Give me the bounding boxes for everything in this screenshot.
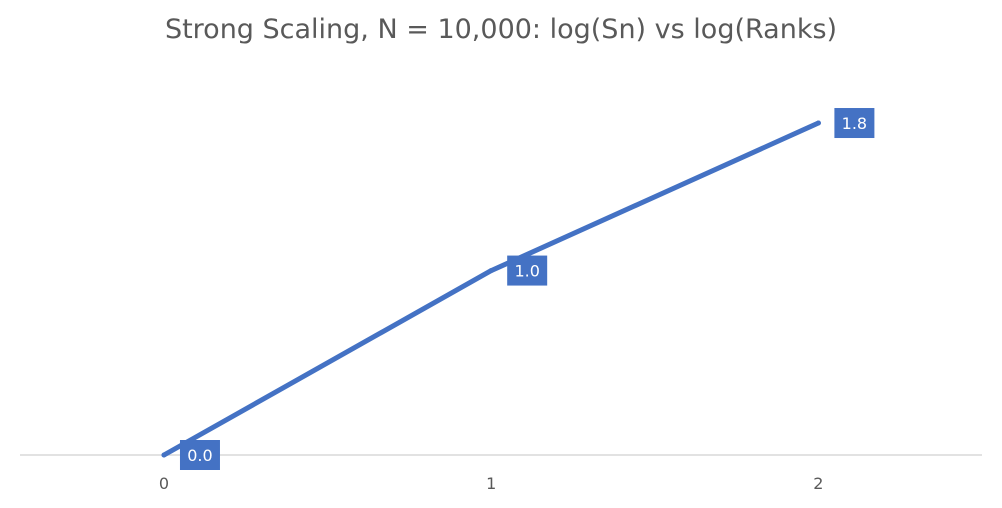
x-tick-label: 0 — [159, 474, 169, 493]
data-label-text: 0.0 — [187, 446, 212, 465]
data-label-text: 1.0 — [514, 262, 539, 281]
data-point — [161, 452, 167, 458]
data-label-box — [834, 108, 875, 139]
data-label-box — [507, 255, 548, 286]
data-label-box — [179, 440, 220, 470]
x-tick-label: 2 — [813, 474, 823, 493]
chart-title: Strong Scaling, N = 10,000: log(Sn) vs l… — [164, 14, 838, 45]
data-label-text: 1.8 — [842, 114, 867, 133]
data-point — [815, 120, 821, 126]
data-point — [488, 268, 494, 274]
data-label: 0.0 — [179, 440, 220, 470]
data-label: 1.0 — [507, 255, 548, 286]
x-tick-label: 1 — [486, 474, 496, 493]
series-line — [161, 120, 821, 458]
data-label: 1.8 — [834, 108, 875, 139]
